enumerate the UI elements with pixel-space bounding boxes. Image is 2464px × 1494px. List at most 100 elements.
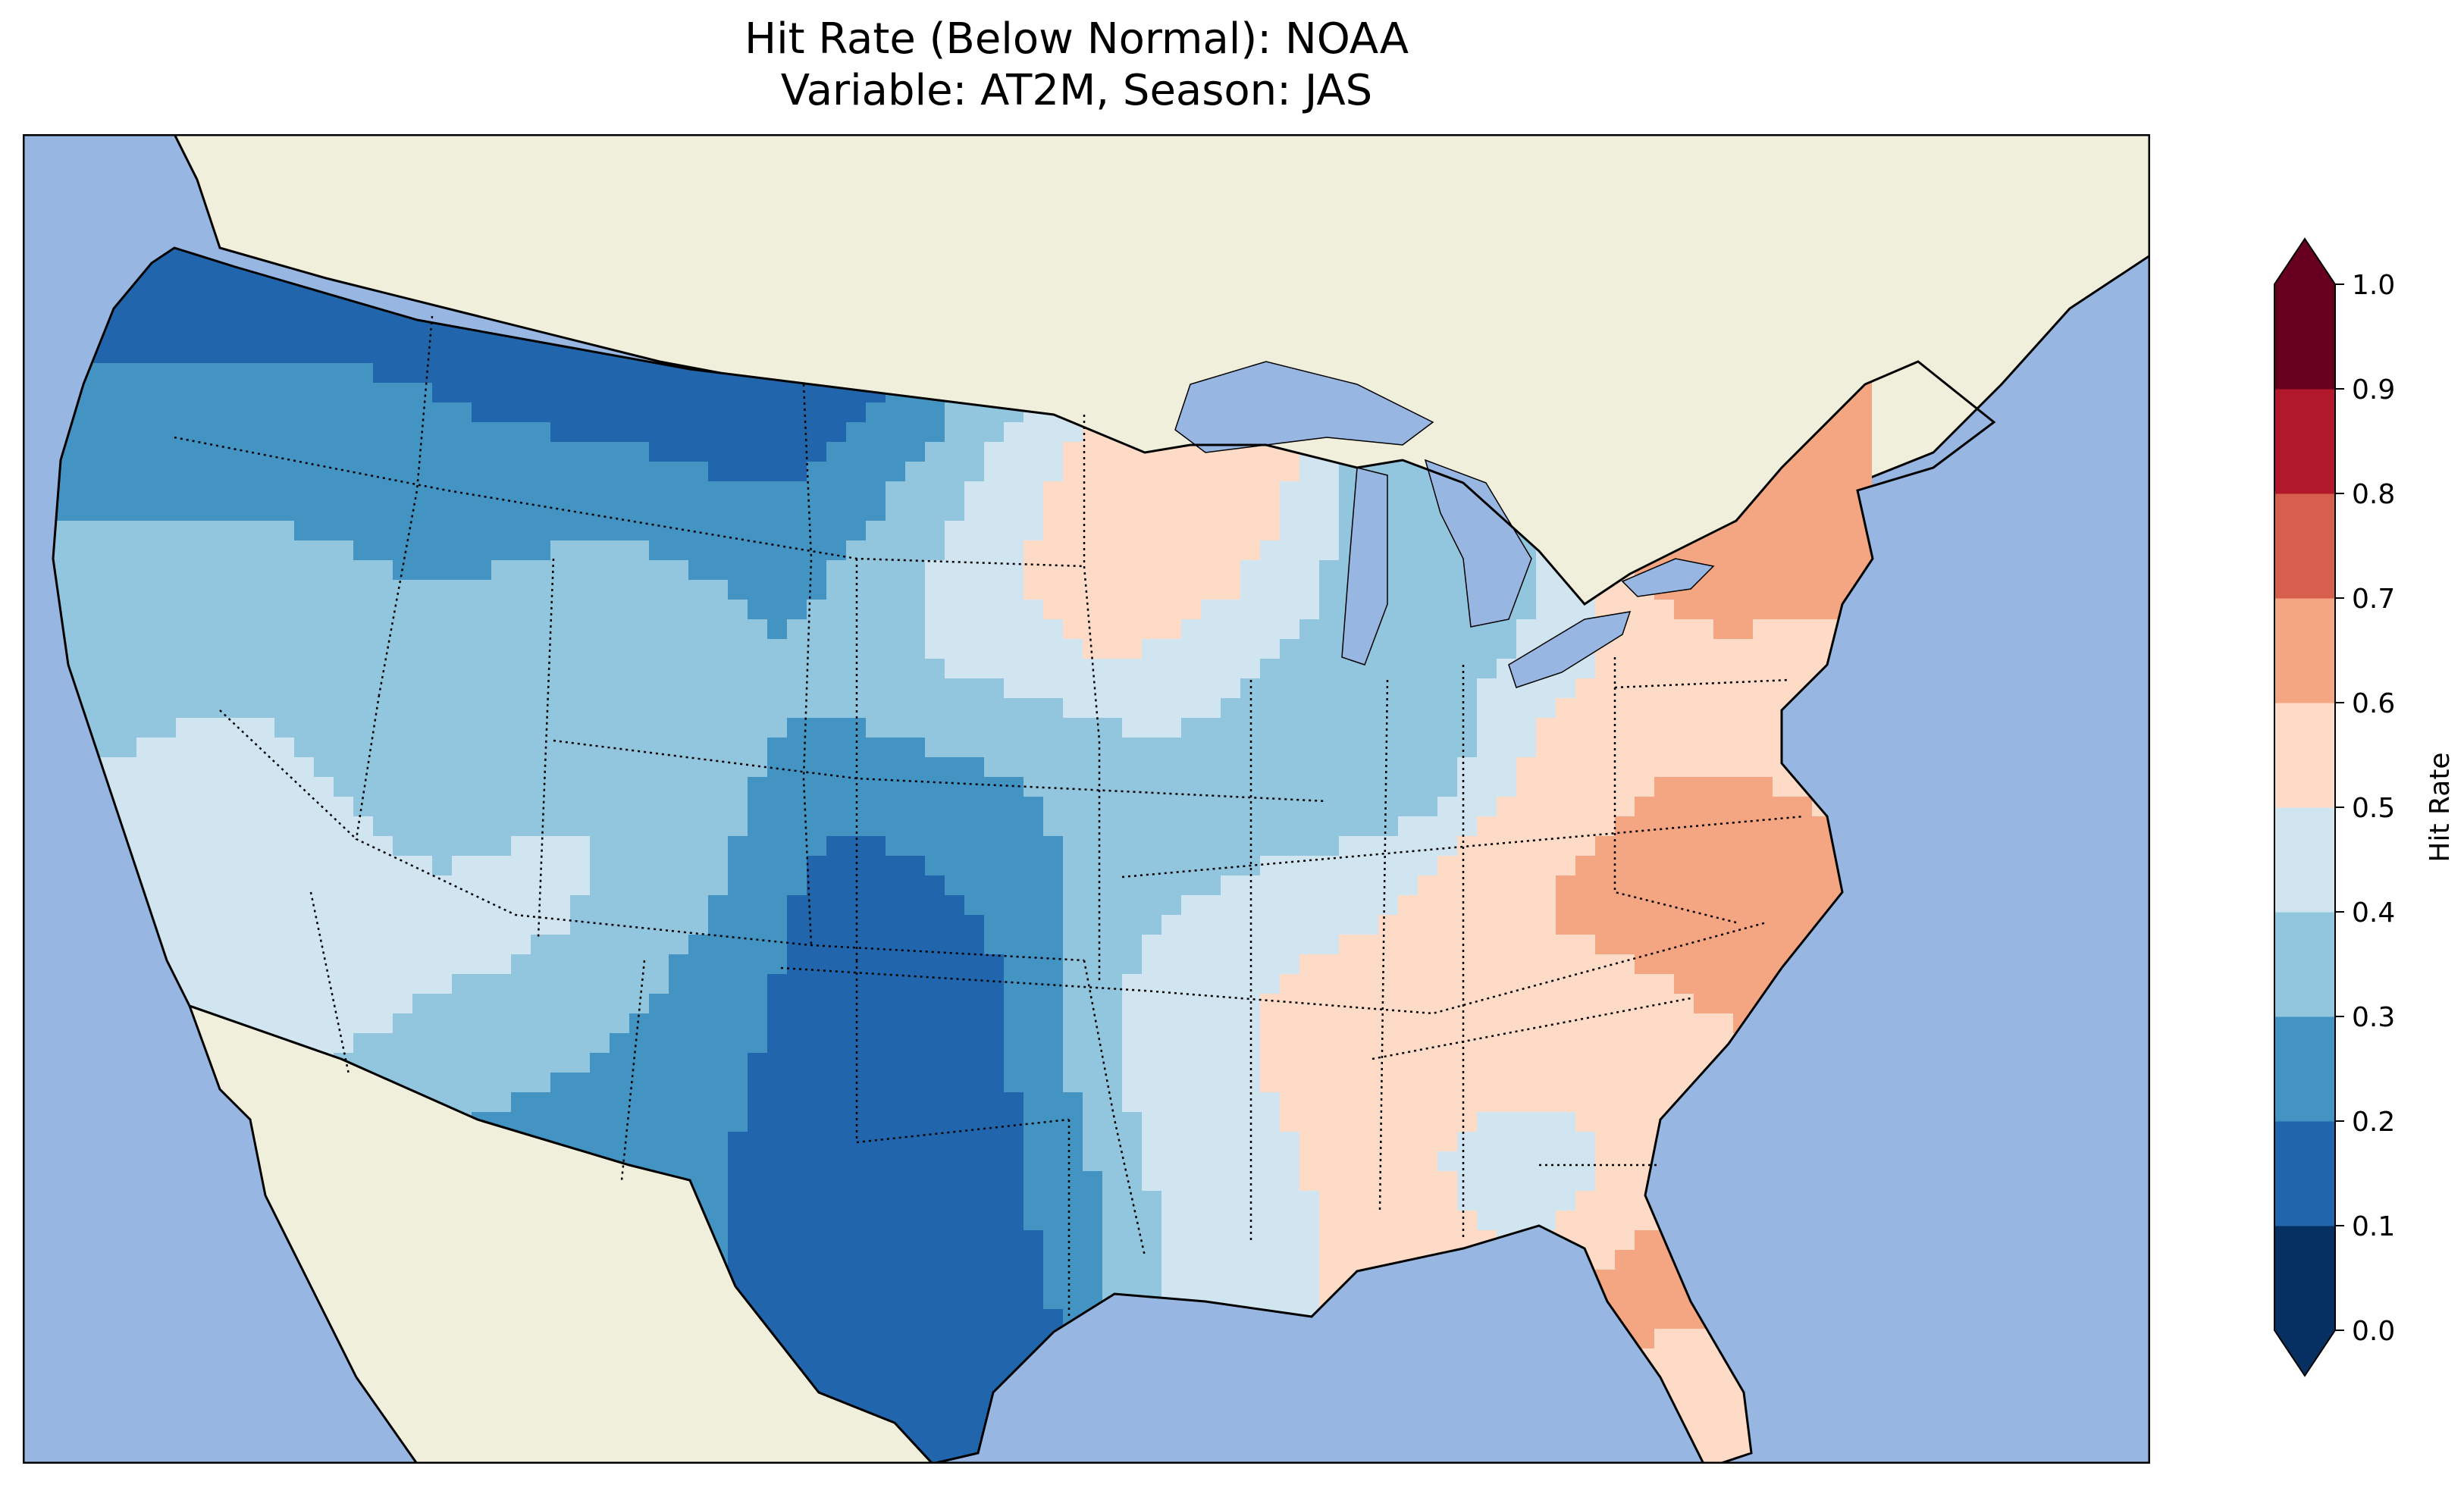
heat-cell xyxy=(235,422,255,443)
heat-cell xyxy=(1122,856,1143,876)
heat-cell xyxy=(945,856,965,876)
heat-cell xyxy=(1004,994,1024,1014)
heat-cell xyxy=(984,600,1005,620)
heat-cell xyxy=(1004,895,1024,916)
heat-cell xyxy=(235,994,255,1014)
heat-cell xyxy=(1635,1053,1655,1073)
heat-cell xyxy=(1556,1211,1576,1231)
heat-cell xyxy=(373,678,393,699)
heat-cell xyxy=(215,560,236,581)
heat-cell xyxy=(1319,698,1340,719)
heat-cell xyxy=(1378,1151,1399,1172)
heat-cell xyxy=(886,1092,906,1113)
heat-cell xyxy=(432,856,453,876)
heat-cell xyxy=(550,442,571,462)
heat-cell xyxy=(274,422,295,443)
heat-cell xyxy=(97,383,118,403)
heat-cell xyxy=(452,383,472,403)
heat-cell xyxy=(669,402,689,423)
heat-cell xyxy=(649,816,669,837)
heat-cell xyxy=(550,935,571,955)
heat-cell xyxy=(353,1033,374,1054)
heat-cell xyxy=(570,678,591,699)
heat-cell xyxy=(176,363,196,384)
heat-cell xyxy=(787,915,807,935)
heat-cell xyxy=(925,600,945,620)
heat-cell xyxy=(1004,954,1024,975)
heat-cell xyxy=(1122,1112,1143,1132)
heat-cell xyxy=(1083,678,1103,699)
heat-cell xyxy=(1299,521,1320,541)
heat-cell xyxy=(748,698,768,719)
heat-cell xyxy=(393,757,413,778)
heat-cell xyxy=(1418,954,1438,975)
heat-cell xyxy=(255,363,275,384)
heat-cell xyxy=(688,994,709,1014)
heat-cell xyxy=(235,659,255,679)
heat-cell xyxy=(1713,659,1734,679)
heat-cell xyxy=(511,895,531,916)
heat-cell xyxy=(1575,1151,1596,1172)
heat-cell xyxy=(1280,757,1300,778)
heat-cell xyxy=(1792,521,1813,541)
heat-cell xyxy=(1635,816,1655,837)
heat-cell xyxy=(1063,1230,1083,1251)
heat-cell xyxy=(1398,1171,1419,1192)
heat-cell xyxy=(649,402,669,423)
heat-cell xyxy=(1654,659,1675,679)
heat-cell xyxy=(570,619,591,640)
heat-cell xyxy=(215,265,236,285)
heat-cell xyxy=(945,402,965,423)
heat-cell xyxy=(196,501,216,521)
heat-cell xyxy=(274,481,295,502)
heat-cell xyxy=(1024,501,1044,521)
title-line-1: Hit Rate (Below Normal): NOAA xyxy=(744,14,1409,64)
heat-cell xyxy=(1181,1151,1202,1172)
heat-cell xyxy=(1221,521,1241,541)
heat-cell xyxy=(787,816,807,837)
heat-cell xyxy=(1299,974,1320,994)
heat-cell xyxy=(1299,1073,1320,1093)
heat-cell xyxy=(1024,777,1044,797)
heat-cell xyxy=(964,1073,985,1093)
heat-cell xyxy=(866,1171,886,1192)
heat-cell xyxy=(1339,1132,1359,1152)
heat-cell xyxy=(688,1073,709,1093)
heat-cell xyxy=(176,304,196,324)
heat-cell xyxy=(511,1112,531,1132)
heat-cell xyxy=(314,560,334,581)
heat-cell xyxy=(748,501,768,521)
heat-cell xyxy=(1102,875,1123,896)
heat-cell xyxy=(1102,1053,1123,1073)
heat-cell xyxy=(1713,797,1734,817)
heat-cell xyxy=(294,442,315,462)
heat-cell xyxy=(1299,1191,1320,1211)
heat-cell xyxy=(708,580,729,600)
heat-cell xyxy=(767,600,788,620)
heat-cell xyxy=(1635,777,1655,797)
heat-cell xyxy=(1773,797,1793,817)
heat-cell xyxy=(1359,1073,1379,1093)
heat-cell xyxy=(1339,738,1359,758)
heat-cell xyxy=(767,1151,788,1172)
heat-cell xyxy=(1142,738,1162,758)
heat-cell xyxy=(136,619,157,640)
heat-cell xyxy=(1260,659,1281,679)
heat-cell xyxy=(1280,1033,1300,1054)
heat-cell xyxy=(255,856,275,876)
heat-cell xyxy=(610,560,630,581)
heat-cell xyxy=(334,402,354,423)
heat-cell xyxy=(1043,738,1064,758)
heat-cell xyxy=(1161,521,1182,541)
heat-cell xyxy=(1083,1171,1103,1192)
heat-cell xyxy=(807,1191,827,1211)
heat-cell xyxy=(629,560,650,581)
heat-cell xyxy=(886,1211,906,1231)
heat-cell xyxy=(905,639,926,659)
heat-cell xyxy=(1339,777,1359,797)
heat-cell xyxy=(373,442,393,462)
heat-cell xyxy=(531,600,551,620)
heat-cell xyxy=(196,402,216,423)
heat-cell xyxy=(807,1250,827,1270)
heat-cell xyxy=(590,836,610,857)
